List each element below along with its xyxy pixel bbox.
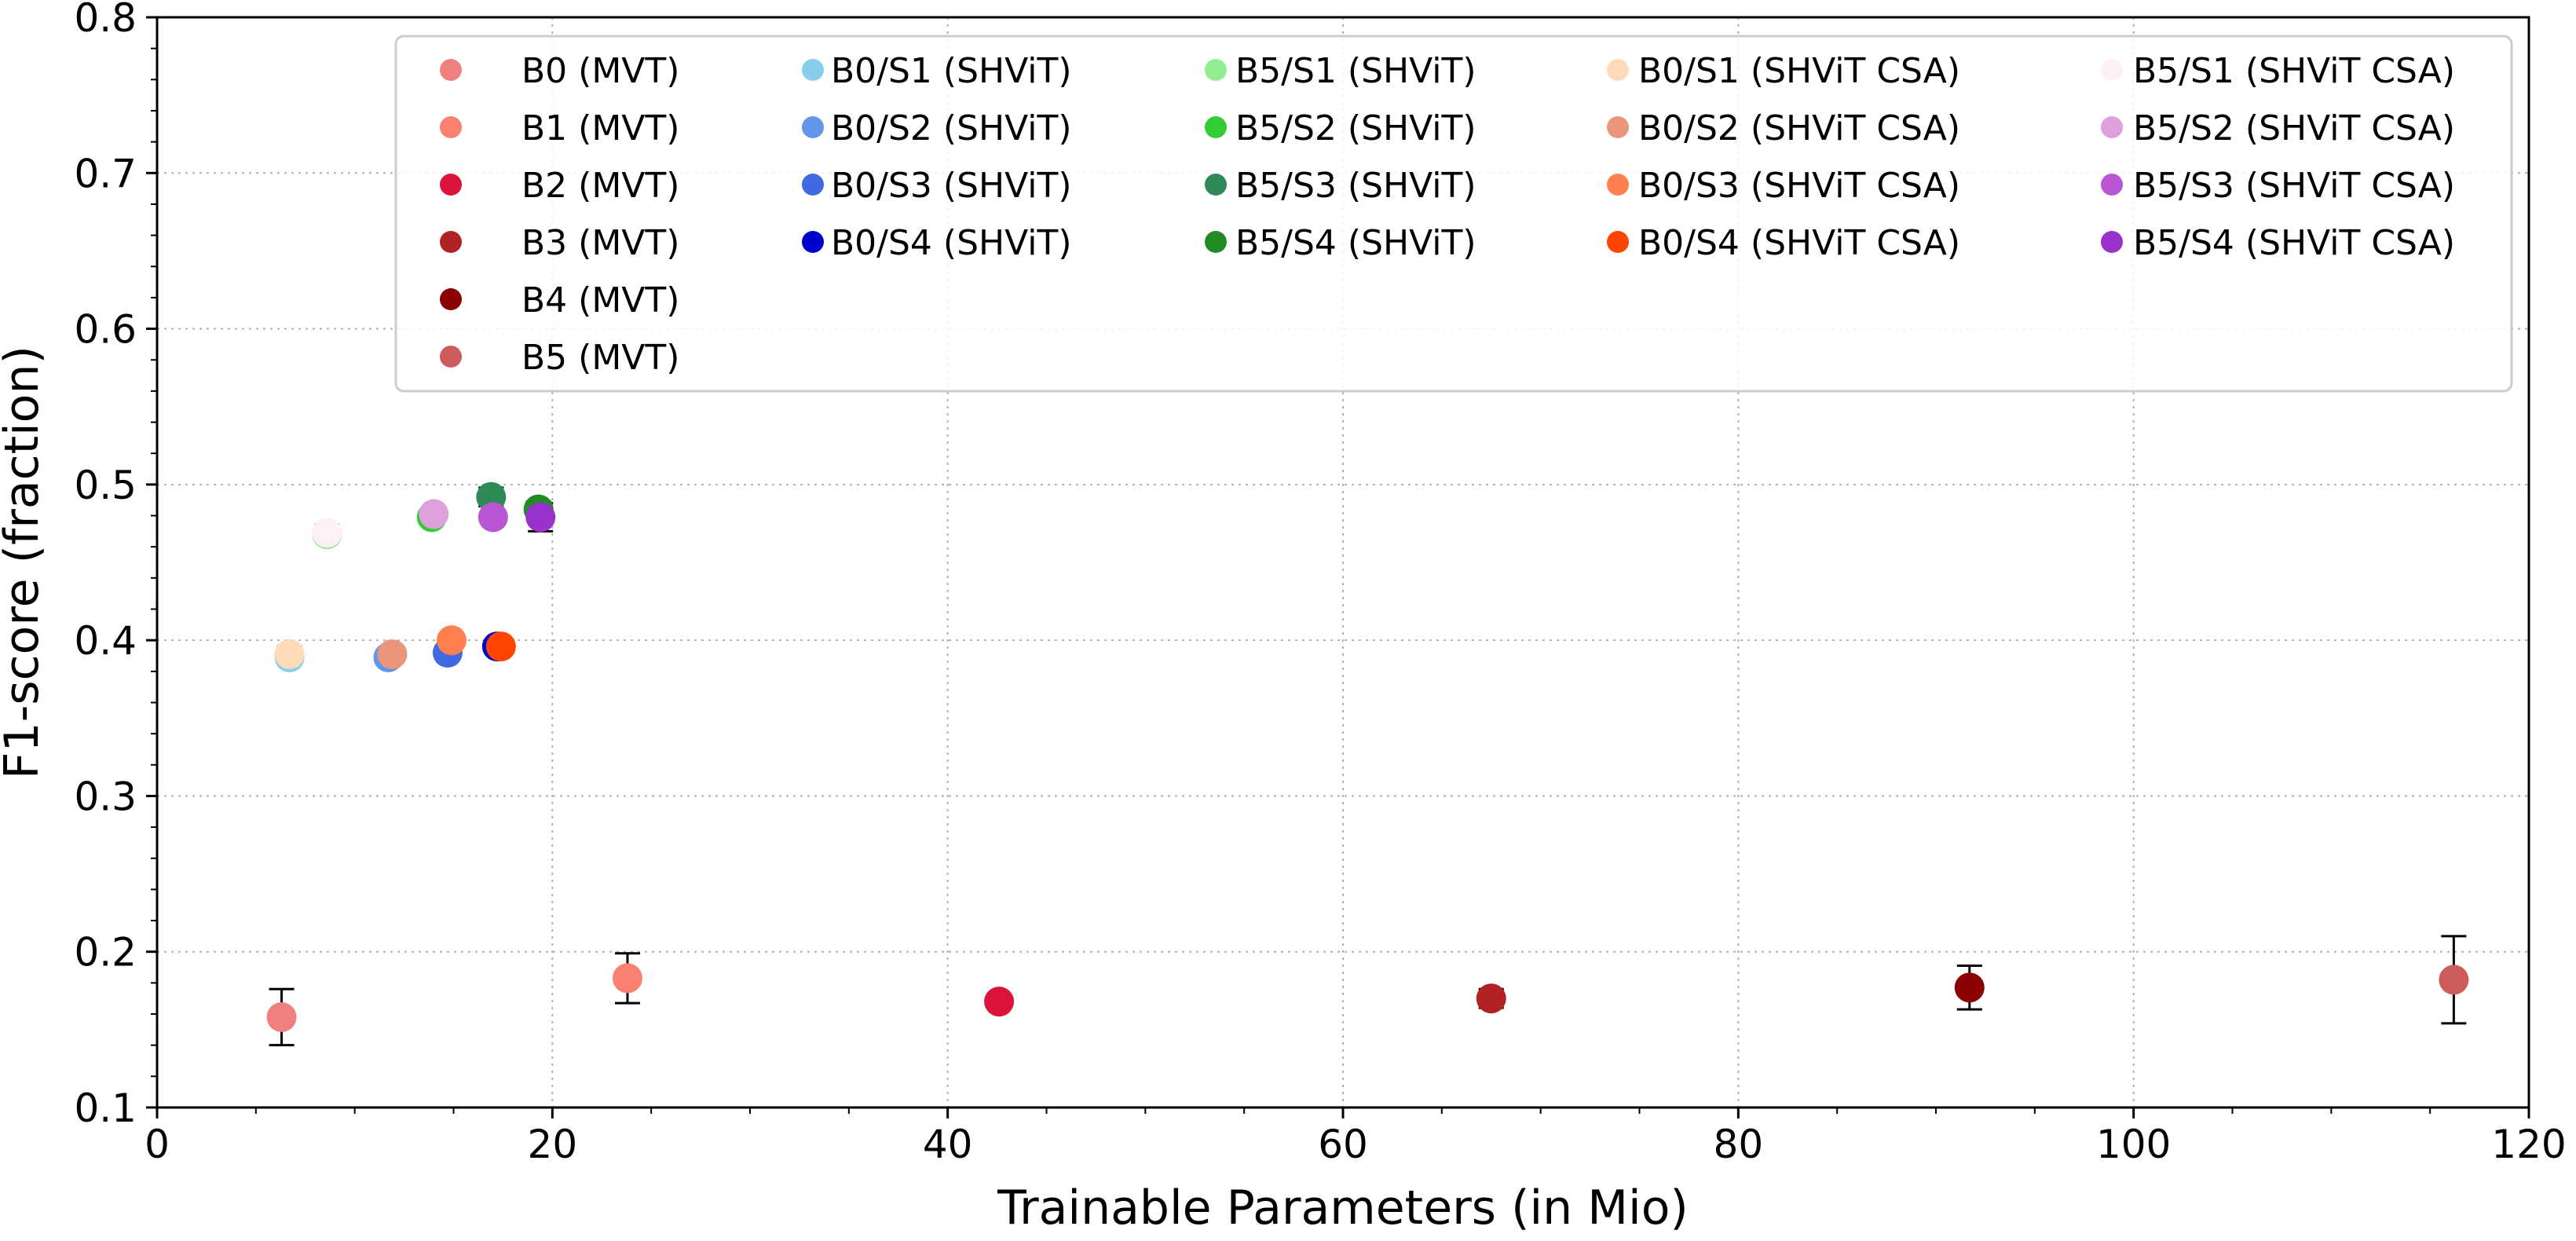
legend-label: B5/S2 (SHViT): [1235, 108, 1476, 148]
legend-label: B5/S3 (SHViT): [1235, 166, 1476, 206]
legend-label: B5/S4 (SHViT CSA): [2133, 223, 2455, 263]
legend-marker: [2101, 231, 2123, 253]
grid-lines: [157, 17, 2529, 1107]
legend-marker: [1205, 174, 1227, 196]
y-tick-label: 0.5: [74, 463, 137, 508]
x-tick-label: 40: [923, 1122, 973, 1167]
data-point: [419, 499, 449, 529]
legend-label: B2 (MVT): [521, 166, 679, 206]
data-point: [266, 1001, 297, 1032]
legend-label: B0 (MVT): [521, 51, 679, 91]
legend-marker: [440, 346, 462, 368]
legend-marker: [802, 59, 824, 81]
data-point: [377, 639, 408, 669]
legend-marker: [1607, 59, 1629, 81]
data-point: [1476, 983, 1506, 1014]
legend-label: B0/S1 (SHViT CSA): [1638, 51, 1960, 91]
y-tick-label: 0.2: [74, 930, 137, 976]
x-tick-label: 60: [1318, 1122, 1368, 1167]
legend-marker: [1205, 59, 1227, 81]
legend-marker: [1607, 116, 1629, 138]
legend-box: [394, 35, 2513, 393]
y-tick-label: 0.7: [74, 151, 137, 196]
data-point: [1954, 972, 1985, 1003]
legend-marker: [1205, 231, 1227, 253]
legend-label: B5/S2 (SHViT CSA): [2133, 108, 2455, 148]
legend-label: B3 (MVT): [521, 223, 679, 263]
x-tick-label: 120: [2491, 1122, 2566, 1167]
y-tick-label: 0.4: [74, 618, 137, 664]
data-point: [436, 625, 467, 656]
error-bars: [269, 486, 2467, 1047]
x-axis-label: Trainable Parameters (in Mio): [997, 1181, 1689, 1236]
legend-marker: [440, 59, 462, 81]
legend-marker: [440, 231, 462, 253]
legend-marker: [440, 116, 462, 138]
data-point: [312, 518, 342, 548]
x-tick-label: 20: [528, 1122, 578, 1167]
legend-marker: [2101, 59, 2123, 81]
x-tick-label: 100: [2096, 1122, 2171, 1167]
data-point: [612, 963, 642, 994]
legend-marker: [1607, 174, 1629, 196]
legend-label: B0/S4 (SHViT CSA): [1638, 223, 1960, 263]
data-point: [478, 502, 508, 533]
legend: B0 (MVT) B1 (MVT) B2 (MVT) B3 (MVT) B4 (MVT)…: [394, 35, 2513, 393]
y-tick-label: 0.3: [74, 774, 137, 819]
legend-label: B5 (MVT): [521, 338, 679, 378]
legend-marker: [802, 231, 824, 253]
legend-label: B5/S4 (SHViT): [1235, 223, 1476, 263]
y-tick-label: 0.6: [74, 307, 137, 353]
data-point: [485, 631, 516, 662]
axis-ticks: 0 20 40 60 80 100 120 0.1 0.2 0.3 0.4 0.5 0.6 0.7 0.8: [74, 0, 2566, 1167]
x-tick-label: 80: [1714, 1122, 1764, 1167]
legend-marker: [440, 288, 462, 310]
legend-marker: [2101, 174, 2123, 196]
y-tick-label: 0.1: [74, 1085, 137, 1131]
legend-label: B5/S1 (SHViT CSA): [2133, 51, 2455, 91]
legend-marker: [802, 174, 824, 196]
data-point: [525, 502, 556, 533]
legend-marker: [440, 174, 462, 196]
data-point: [984, 987, 1015, 1017]
legend-label: B0/S2 (SHViT): [831, 108, 1072, 148]
legend-label: B4 (MVT): [521, 280, 679, 320]
legend-marker: [802, 116, 824, 138]
legend-label: B0/S3 (SHViT CSA): [1638, 166, 1960, 206]
legend-marker: [1607, 231, 1629, 253]
legend-label: B0/S1 (SHViT): [831, 51, 1072, 91]
legend-marker: [1205, 116, 1227, 138]
legend-label: B0/S4 (SHViT): [831, 223, 1072, 263]
y-axis-label: F1-score (fraction): [0, 346, 49, 779]
legend-label: B5/S3 (SHViT CSA): [2133, 166, 2455, 206]
x-tick-label: 0: [145, 1122, 170, 1167]
legend-label: B5/S1 (SHViT): [1235, 51, 1476, 91]
legend-label: B0/S3 (SHViT): [831, 166, 1072, 206]
data-points: [266, 481, 2469, 1032]
legend-marker: [2101, 116, 2123, 138]
legend-label: B0/S2 (SHViT CSA): [1638, 108, 1960, 148]
data-point: [2439, 965, 2469, 995]
data-point: [274, 639, 305, 669]
y-tick-label: 0.8: [74, 0, 137, 41]
legend-label: B1 (MVT): [521, 108, 679, 148]
